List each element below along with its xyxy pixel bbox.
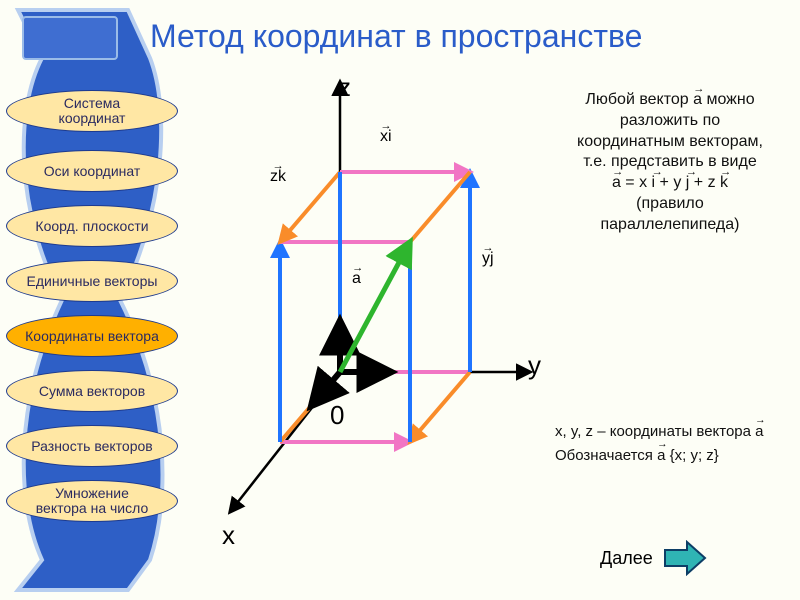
nav-item-2[interactable]: Коорд. плоскости (6, 205, 178, 247)
nav-item-7[interactable]: Умножение вектора на число (6, 480, 178, 522)
page-title: Метод координат в пространстве (150, 18, 642, 55)
vector-yj-label: yj (482, 250, 494, 268)
definition-text: x, y, z – координаты вектора a Обозначае… (555, 420, 795, 468)
panel2-line: x, y, z – координаты вектора a (555, 420, 795, 444)
vector-a-label: a (352, 270, 361, 288)
nav-item-0[interactable]: Система координат (6, 90, 178, 132)
panel-line: Любой вектор a можно (550, 90, 790, 111)
y-axis-label: y (528, 350, 541, 381)
panel-line: разложить по (550, 111, 790, 132)
panel-line: a = x i + y j + z k (550, 173, 790, 194)
x-axis-label: x (222, 520, 235, 551)
panel-line: (правило (550, 194, 790, 215)
panel-line: т.е. представить в виде (550, 152, 790, 173)
nav-item-3[interactable]: Единичные векторы (6, 260, 178, 302)
panel-line: координатным векторам, (550, 132, 790, 153)
z-axis-label: z (338, 72, 351, 103)
origin-label: 0 (330, 400, 344, 431)
ribbon-plaque (22, 16, 118, 60)
nav-item-1[interactable]: Оси координат (6, 150, 178, 192)
explanation-text: Любой вектор a можно разложить по коорди… (550, 90, 790, 236)
vector-xi-label: xi (380, 128, 392, 146)
nav-item-5[interactable]: Сумма векторов (6, 370, 178, 412)
next-label: Далее (600, 548, 653, 569)
next-button[interactable]: Далее (600, 540, 707, 576)
parallelepiped-diagram (210, 72, 540, 572)
next-arrow-icon (663, 540, 707, 576)
vector-zk-label: zk (270, 168, 286, 186)
panel-line: параллелепипеда) (550, 215, 790, 236)
nav-item-4[interactable]: Координаты вектора (6, 315, 178, 357)
nav-item-6[interactable]: Разность векторов (6, 425, 178, 467)
panel2-line: Обозначается a {x; y; z} (555, 444, 795, 468)
